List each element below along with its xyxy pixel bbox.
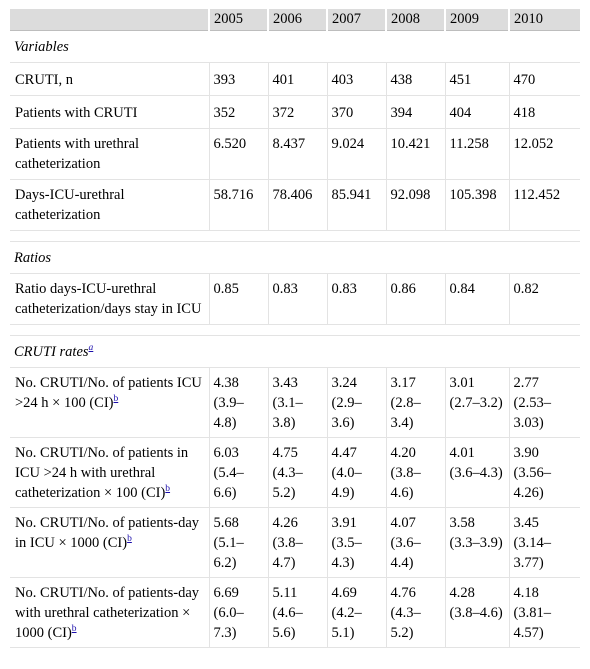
table-cell: 10.421 <box>385 128 445 180</box>
table-cell: 4.20 (3.8–4.6) <box>385 437 445 508</box>
row-label-cell: No. CRUTI/No. of patients ICU >24 h × 10… <box>10 367 209 438</box>
footnote-link[interactable]: b <box>165 484 171 495</box>
table-cell: 85.941 <box>326 179 386 231</box>
row-label: No. CRUTI/No. of patients-day with ureth… <box>15 585 200 641</box>
table-cell: 4.28 (3.8–4.6) <box>444 577 509 648</box>
table-cell: 2.77 (2.53–3.03) <box>508 367 580 438</box>
table-cell: 4.47 (4.0–4.9) <box>326 437 386 508</box>
table-cell: 4.18 (3.81–4.57) <box>508 577 580 648</box>
row-label: Patients with CRUTI <box>10 95 209 129</box>
table-cell: 6.03 (5.4–6.6) <box>208 437 268 508</box>
table-cell: 3.43 (3.1–3.8) <box>267 367 327 438</box>
table-row: No. CRUTI/No. of patients in ICU >24 h w… <box>10 437 580 508</box>
year-header: 2006 <box>267 9 327 31</box>
table-row: Ratio days-ICU-urethral catheterization/… <box>10 273 580 325</box>
footnote-link[interactable]: a <box>88 343 94 354</box>
table-cell: 3.90 (3.56–4.26) <box>508 437 580 508</box>
header-row: 2005 2006 2007 2008 2009 2010 <box>10 9 580 31</box>
table-cell: 394 <box>385 95 445 129</box>
table-cell: 112.452 <box>508 179 580 231</box>
footnote-link[interactable]: b <box>127 534 132 545</box>
row-label: Days-ICU-urethral catheterization <box>10 179 209 231</box>
row-label: No. CRUTI/No. of patients ICU >24 h × 10… <box>15 375 202 411</box>
section-row-variables: Variables <box>10 30 580 63</box>
table-cell: 3.01 (2.7–3.2) <box>444 367 509 438</box>
table-cell: 4.07 (3.6–4.4) <box>385 507 445 578</box>
table-cell: 404 <box>444 95 509 129</box>
section-title-cell: CRUTI ratesa <box>10 335 580 368</box>
table-cell: 4.75 (4.3–5.2) <box>267 437 327 508</box>
spacer-row <box>10 324 580 336</box>
row-label-cell: No. CRUTI/No. of patients-day in ICU × 1… <box>10 507 209 578</box>
table-cell: 403 <box>326 62 386 96</box>
row-label-cell: No. CRUTI/No. of patients-day with ureth… <box>10 577 209 648</box>
table-cell: 393 <box>208 62 268 96</box>
table-cell: 438 <box>385 62 445 96</box>
year-header: 2005 <box>208 9 268 31</box>
year-header: 2008 <box>385 9 445 31</box>
table-row: Days-ICU-urethral catheterization 58.716… <box>10 179 580 231</box>
table-row: No. CRUTI/No. of patients-day with ureth… <box>10 577 580 648</box>
year-header: 2010 <box>508 9 580 31</box>
table-cell: 5.68 (5.1–6.2) <box>208 507 268 578</box>
table-cell: 8.437 <box>267 128 327 180</box>
table-cell: 92.098 <box>385 179 445 231</box>
table-cell: 4.38 (3.9–4.8) <box>208 367 268 438</box>
table-cell: 3.58 (3.3–3.9) <box>444 507 509 578</box>
row-label-cell: No. CRUTI/No. of patients in ICU >24 h w… <box>10 437 209 508</box>
table-row: Patients with urethral catheterization 6… <box>10 128 580 180</box>
table-cell: 0.82 <box>508 273 580 325</box>
table-cell: 105.398 <box>444 179 509 231</box>
section-row-cruti-rates: CRUTI ratesa <box>10 335 580 368</box>
header-corner-cell <box>10 9 209 31</box>
spacer-row <box>10 230 580 242</box>
footnote-link[interactable]: b <box>113 394 119 405</box>
section-title: Ratios <box>10 241 580 274</box>
table-cell: 418 <box>508 95 580 129</box>
table-cell: 0.83 <box>267 273 327 325</box>
table-cell: 451 <box>444 62 509 96</box>
table-row: No. CRUTI/No. of patients ICU >24 h × 10… <box>10 367 580 438</box>
table-cell: 4.01 (3.6–4.3) <box>444 437 509 508</box>
table-cell: 58.716 <box>208 179 268 231</box>
row-label: Ratio days-ICU-urethral catheterization/… <box>10 273 209 325</box>
table-cell: 4.69 (4.2–5.1) <box>326 577 386 648</box>
table-cell: 12.052 <box>508 128 580 180</box>
table-cell: 0.86 <box>385 273 445 325</box>
table-cell: 3.17 (2.8–3.4) <box>385 367 445 438</box>
table-cell: 3.24 (2.9–3.6) <box>326 367 386 438</box>
row-label: No. CRUTI/No. of patients-day in ICU × 1… <box>15 515 200 551</box>
table-cell: 3.45 (3.14–3.77) <box>508 507 580 578</box>
table-cell: 352 <box>208 95 268 129</box>
table-cell: 0.83 <box>326 273 386 325</box>
section-title: CRUTI rates <box>14 344 89 360</box>
table-cell: 401 <box>267 62 327 96</box>
footnote-link[interactable]: b <box>71 624 77 635</box>
table-cell: 78.406 <box>267 179 327 231</box>
table-cell: 0.84 <box>444 273 509 325</box>
table-cell: 370 <box>326 95 386 129</box>
table-cell: 0.85 <box>208 273 268 325</box>
row-label: CRUTI, n <box>10 62 209 96</box>
table-cell: 470 <box>508 62 580 96</box>
row-label: Patients with urethral catheterization <box>10 128 209 180</box>
section-title: Variables <box>10 30 580 63</box>
table-cell: 6.69 (6.0–7.3) <box>208 577 268 648</box>
table-cell: 9.024 <box>326 128 386 180</box>
year-header: 2007 <box>326 9 386 31</box>
table-row: CRUTI, n 393 401 403 438 451 470 <box>10 62 580 96</box>
table-cell: 5.11 (4.6–5.6) <box>267 577 327 648</box>
row-label: No. CRUTI/No. of patients in ICU >24 h w… <box>15 445 189 501</box>
table-cell: 4.76 (4.3–5.2) <box>385 577 445 648</box>
table-cell: 4.26 (3.8–4.7) <box>267 507 327 578</box>
table-cell: 3.91 (3.5–4.3) <box>326 507 386 578</box>
table-row: Patients with CRUTI 352 372 370 394 404 … <box>10 95 580 129</box>
cruti-data-table: 2005 2006 2007 2008 2009 2010 Variables … <box>10 9 580 648</box>
year-header: 2009 <box>444 9 509 31</box>
table-row: No. CRUTI/No. of patients-day in ICU × 1… <box>10 507 580 578</box>
table-cell: 11.258 <box>444 128 509 180</box>
section-row-ratios: Ratios <box>10 241 580 274</box>
table-cell: 6.520 <box>208 128 268 180</box>
table-cell: 372 <box>267 95 327 129</box>
